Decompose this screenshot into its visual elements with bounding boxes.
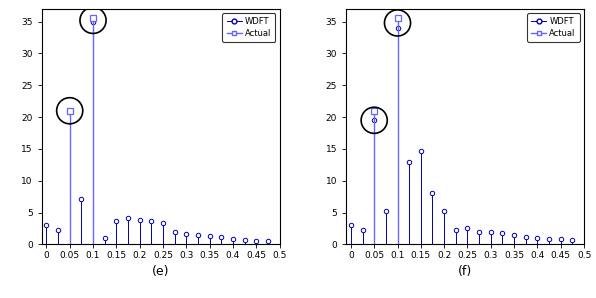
X-axis label: (f): (f) [458, 265, 472, 278]
X-axis label: (e): (e) [152, 265, 169, 278]
Legend: WDFT, Actual: WDFT, Actual [527, 13, 580, 42]
Legend: WDFT, Actual: WDFT, Actual [222, 13, 275, 42]
